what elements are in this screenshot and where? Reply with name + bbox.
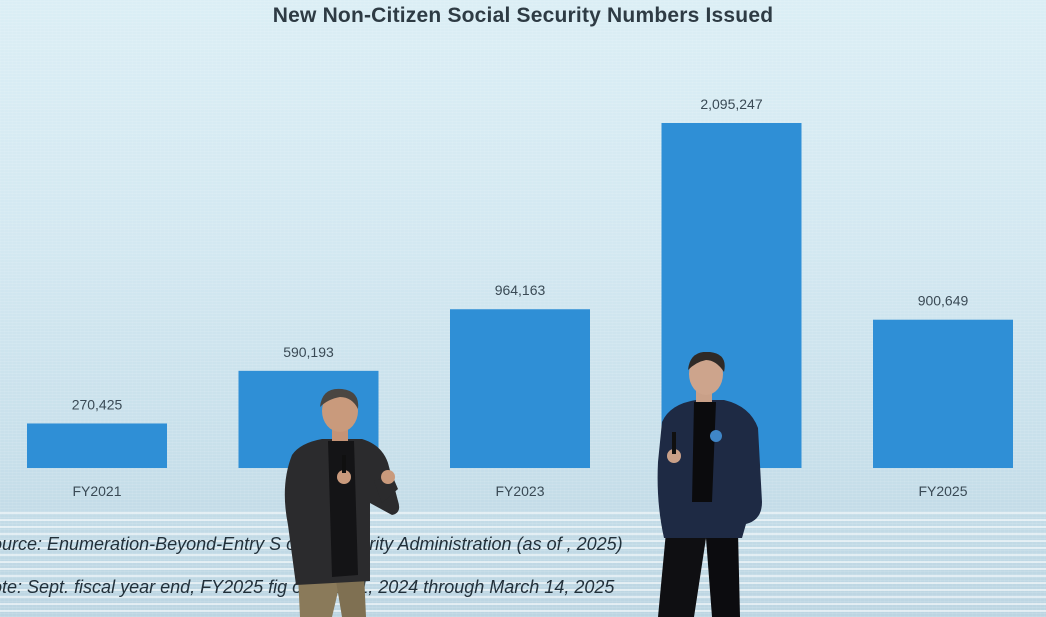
bar-fy2021: [27, 423, 167, 468]
value-label-fy2021: 270,425: [72, 396, 123, 412]
right-speaker: [657, 352, 762, 617]
bar-fy2023: [450, 309, 590, 468]
value-label-fy2025: 900,649: [918, 293, 969, 309]
left-speaker: [284, 388, 400, 617]
value-label-fy2022: 590,193: [283, 344, 334, 360]
value-label-fy2024: 2,095,247: [700, 96, 762, 112]
bar-fy2025: [873, 319, 1013, 468]
chart-title: New Non-Citizen Social Security Numbers …: [272, 4, 774, 27]
category-label-fy2023: FY2023: [495, 483, 544, 499]
category-label-fy2021: FY2021: [72, 483, 121, 499]
category-label-fy2025: FY2025: [918, 483, 967, 499]
value-label-fy2023: 964,163: [495, 282, 546, 298]
